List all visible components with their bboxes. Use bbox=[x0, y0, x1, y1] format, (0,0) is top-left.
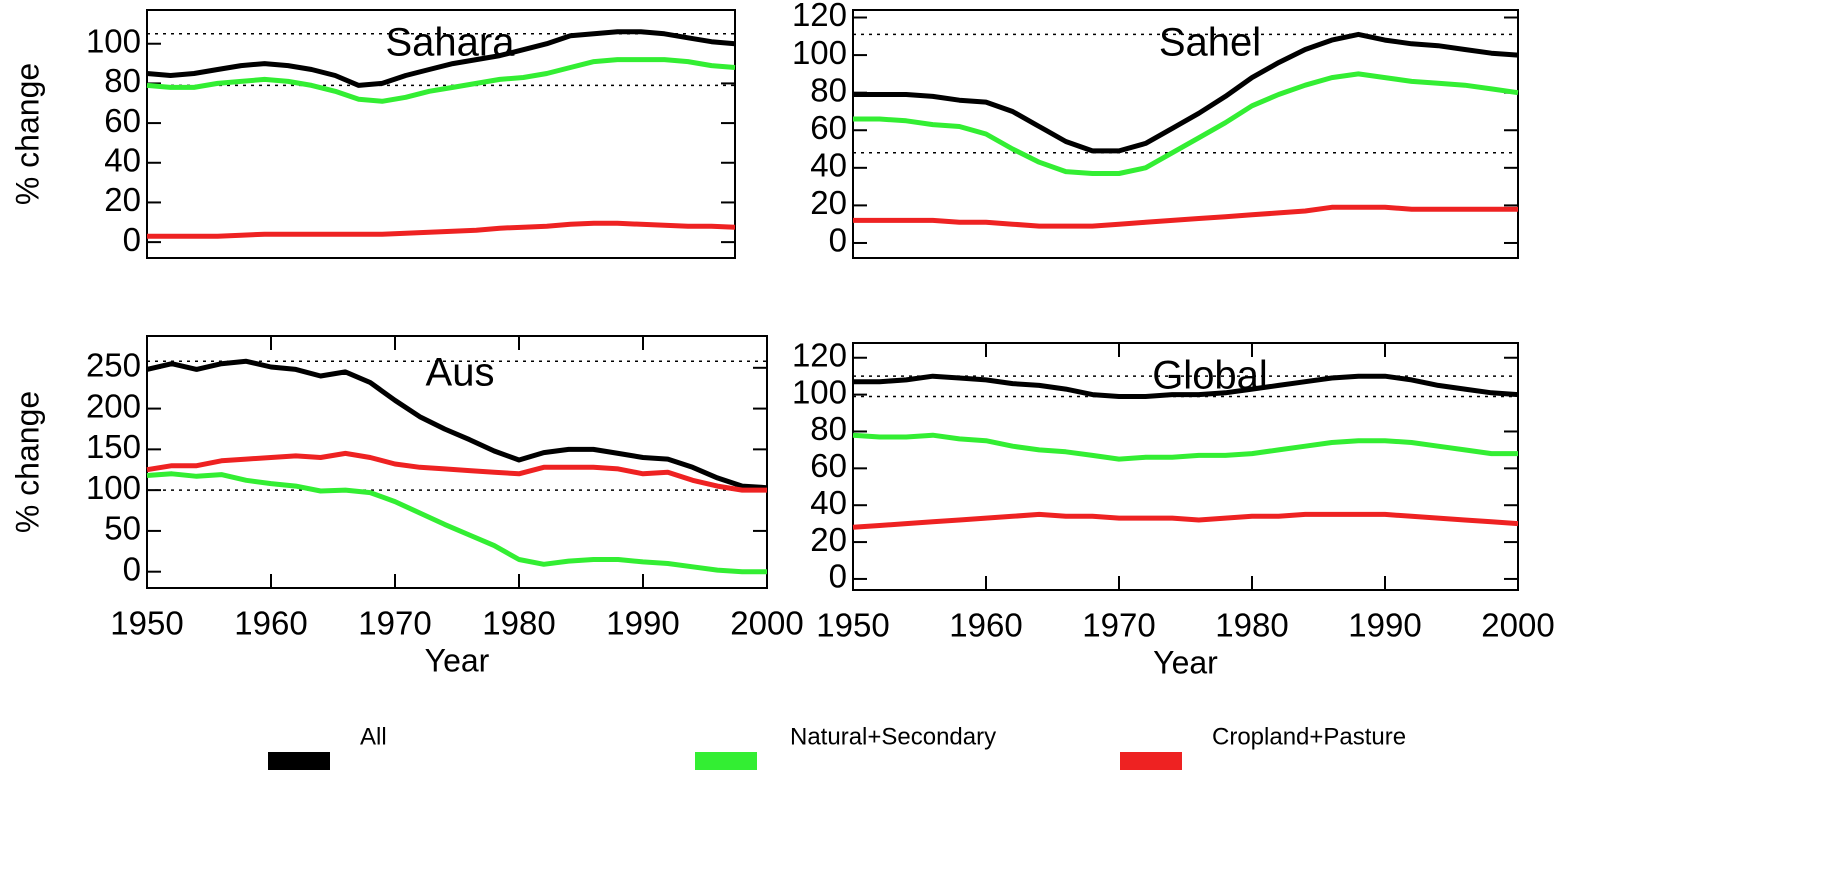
x-tick-label: 1980 bbox=[482, 605, 555, 642]
series-line bbox=[853, 204, 1518, 229]
series-line bbox=[147, 220, 736, 239]
x-tick-label: 1960 bbox=[234, 605, 307, 642]
x-tick-label: 2000 bbox=[1481, 607, 1554, 644]
series-line bbox=[852, 432, 1518, 462]
chart-title: Sahel bbox=[1159, 21, 1261, 65]
series-line bbox=[853, 71, 1519, 176]
y-tick-label: 60 bbox=[104, 102, 141, 139]
y-tick-label: 60 bbox=[810, 447, 847, 484]
y-tick-label: 20 bbox=[104, 181, 141, 218]
legend-label: Natural+Secondary bbox=[790, 723, 996, 750]
y-tick-label: 80 bbox=[810, 71, 847, 108]
x-tick-label: 1990 bbox=[1348, 607, 1421, 644]
y-tick-label: 0 bbox=[123, 550, 141, 587]
legend-swatch bbox=[695, 752, 757, 770]
series-line bbox=[146, 471, 767, 575]
plot-frame bbox=[852, 9, 1519, 259]
y-tick-label: 120 bbox=[792, 0, 847, 33]
series-line bbox=[146, 57, 736, 104]
plot-frame bbox=[146, 335, 768, 589]
y-tick-label: 200 bbox=[86, 387, 141, 424]
y-tick-label: 80 bbox=[810, 410, 847, 447]
y-tick-label: 40 bbox=[810, 147, 847, 184]
x-tick-label: 1960 bbox=[949, 607, 1022, 644]
series-line bbox=[146, 29, 736, 88]
y-tick-label: 150 bbox=[86, 428, 141, 465]
y-tick-label: 100 bbox=[86, 22, 141, 59]
x-tick-label: 2000 bbox=[730, 605, 803, 642]
x-axis-label: Year bbox=[425, 642, 490, 678]
y-axis-label: % change bbox=[9, 63, 45, 205]
chart-title: Global bbox=[1152, 354, 1268, 398]
y-tick-label: 20 bbox=[810, 184, 847, 221]
y-tick-label: 80 bbox=[104, 62, 141, 99]
series-line bbox=[852, 511, 1519, 530]
y-tick-label: 100 bbox=[86, 469, 141, 506]
y-axis-label: % change bbox=[9, 391, 45, 533]
chart-title: Aus bbox=[426, 351, 495, 395]
y-tick-label: 100 bbox=[792, 34, 847, 71]
plot-frame bbox=[852, 342, 1519, 591]
series-line bbox=[853, 373, 1519, 399]
y-tick-label: 0 bbox=[829, 558, 847, 595]
legend-swatch bbox=[1120, 752, 1182, 770]
x-tick-label: 1970 bbox=[358, 605, 431, 642]
y-tick-label: 40 bbox=[810, 484, 847, 521]
series-line bbox=[853, 31, 1519, 154]
chart-title: Sahara bbox=[386, 21, 516, 65]
y-tick-label: 0 bbox=[123, 221, 141, 258]
y-tick-label: 60 bbox=[810, 109, 847, 146]
x-tick-label: 1980 bbox=[1215, 607, 1288, 644]
y-tick-label: 100 bbox=[792, 373, 847, 410]
y-tick-label: 120 bbox=[792, 336, 847, 373]
plot-frame bbox=[146, 9, 736, 259]
y-tick-label: 250 bbox=[86, 347, 141, 384]
legend-label: All bbox=[360, 723, 387, 750]
x-tick-label: 1950 bbox=[816, 607, 889, 644]
x-tick-label: 1950 bbox=[110, 605, 183, 642]
x-tick-label: 1990 bbox=[606, 605, 679, 642]
x-tick-label: 1970 bbox=[1082, 607, 1155, 644]
legend-swatch bbox=[268, 752, 330, 770]
y-tick-label: 50 bbox=[104, 510, 141, 547]
series-line bbox=[146, 358, 768, 491]
legend-label: Cropland+Pasture bbox=[1212, 723, 1406, 750]
y-tick-label: 20 bbox=[810, 521, 847, 558]
x-axis-label: Year bbox=[1153, 644, 1218, 680]
y-tick-label: 40 bbox=[104, 141, 141, 178]
y-tick-label: 0 bbox=[829, 222, 847, 259]
series-line bbox=[146, 450, 767, 493]
